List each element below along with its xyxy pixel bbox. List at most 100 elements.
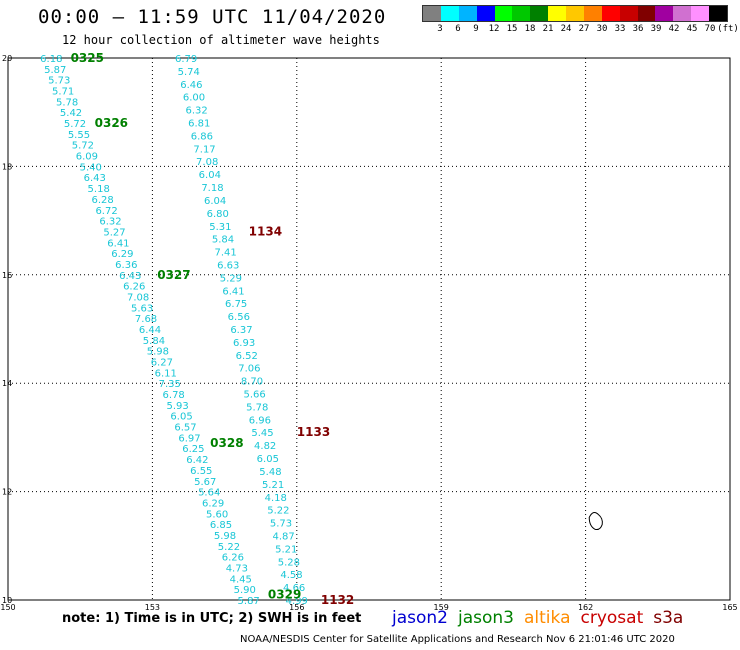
pass-time-label: 1134 bbox=[249, 224, 282, 238]
legend-label: 24 bbox=[560, 24, 572, 34]
swh-value-s3a: 5.48 bbox=[259, 467, 281, 478]
swh-value-s3a: 6.79 bbox=[175, 54, 197, 65]
swh-value-jason3: 6.43 bbox=[84, 173, 106, 184]
island-outline bbox=[588, 511, 603, 531]
swh-value-s3a: 6.81 bbox=[188, 119, 210, 130]
x-tick-label: 162 bbox=[578, 603, 593, 612]
swh-value-jason3: 7.68 bbox=[135, 314, 157, 325]
legend-label: 15 bbox=[506, 24, 518, 34]
swh-value-jason3: 5.22 bbox=[218, 542, 240, 553]
legend-color-bar bbox=[422, 5, 728, 22]
swh-value-jason3: 6.27 bbox=[151, 358, 173, 369]
swh-value-s3a: 5.45 bbox=[251, 428, 273, 439]
legend-swatch bbox=[709, 6, 727, 21]
x-tick-label: 150 bbox=[0, 603, 15, 612]
x-tick-label: 165 bbox=[722, 603, 737, 612]
swh-value-jason3: 5.63 bbox=[131, 303, 153, 314]
legend-label: 36 bbox=[632, 24, 644, 34]
swh-value-jason3: 5.55 bbox=[68, 130, 90, 141]
legend-label: 27 bbox=[578, 24, 590, 34]
swh-value-s3a: 5.78 bbox=[246, 402, 268, 413]
swh-value-s3a: 6.75 bbox=[225, 299, 247, 310]
swh-value-jason3: 6.26 bbox=[123, 282, 145, 293]
legend-labels: 3 6 9 12 15 18 21 24 27 30 33 36 39 42 45 70 (ft) bbox=[422, 22, 739, 34]
y-tick-label: 18 bbox=[2, 162, 12, 171]
swh-value-jason3: 6.57 bbox=[174, 423, 196, 434]
legend-swatch bbox=[583, 6, 602, 21]
swh-value-s3a: 6.04 bbox=[204, 196, 226, 207]
swh-value-s3a: 4.87 bbox=[272, 531, 294, 542]
pass-time-label: 0325 bbox=[71, 51, 104, 65]
swh-value-jason3: 6.28 bbox=[91, 195, 113, 206]
swh-value-jason3: 6.42 bbox=[186, 455, 208, 466]
x-tick-label: 159 bbox=[434, 603, 449, 612]
swh-value-jason3: 5.42 bbox=[60, 108, 82, 119]
legend-label: 18 bbox=[524, 24, 536, 34]
legend-label: 30 bbox=[596, 24, 608, 34]
swh-value-s3a: 6.05 bbox=[257, 454, 279, 465]
legend-swatch bbox=[476, 6, 495, 21]
legend-swatch bbox=[691, 6, 709, 21]
swh-value-jason3: 6.29 bbox=[202, 498, 224, 509]
swh-value-jason3: 7.08 bbox=[127, 292, 149, 303]
swh-value-jason3: 6.55 bbox=[190, 466, 212, 477]
legend-swatch bbox=[548, 6, 566, 21]
swh-value-s3a: 7.17 bbox=[193, 144, 215, 155]
swh-value-jason3: 6.41 bbox=[107, 238, 129, 249]
pass-time-label: 0327 bbox=[157, 268, 190, 282]
swh-value-s3a: 6.41 bbox=[222, 286, 244, 297]
swh-value-jason3: 5.93 bbox=[166, 401, 188, 412]
swh-value-jason3: 4.73 bbox=[226, 563, 248, 574]
swh-value-s3a: 7.41 bbox=[214, 248, 236, 259]
legend-label: 21 bbox=[542, 24, 554, 34]
swh-value-jason3: 6.32 bbox=[99, 217, 121, 228]
satellite-legend: jason2 jason3 altika cryosat s3a bbox=[392, 608, 693, 628]
swh-value-jason3: 6.85 bbox=[210, 520, 232, 531]
swh-value-jason3: 6.72 bbox=[95, 206, 117, 217]
legend-label: 45 bbox=[686, 24, 698, 34]
plot-frame bbox=[7, 57, 731, 601]
satellite-name-cryosat: cryosat bbox=[580, 608, 644, 628]
swh-value-s3a: 6.00 bbox=[183, 93, 205, 104]
credit-text: NOAA/NESDIS Center for Satellite Applica… bbox=[240, 634, 675, 645]
legend-swatch bbox=[458, 6, 477, 21]
swh-value-jason3: 6.97 bbox=[178, 433, 200, 444]
chart-title: 00:00 – 11:59 UTC 11/04/2020 bbox=[38, 6, 387, 28]
swh-value-jason3: 5.18 bbox=[88, 184, 110, 195]
swh-value-s3a: 4.82 bbox=[254, 441, 276, 452]
legend-swatch bbox=[530, 6, 549, 21]
swh-value-s3a: 6.63 bbox=[217, 260, 239, 271]
swh-value-jason3: 6.36 bbox=[115, 260, 137, 271]
swh-value-jason3: 5.64 bbox=[198, 488, 220, 499]
swh-value-jason3: 4.45 bbox=[230, 574, 252, 585]
swh-value-jason3: 6.44 bbox=[139, 325, 161, 336]
swh-value-s3a: 4.99 bbox=[286, 596, 308, 607]
swh-value-jason3: 5.73 bbox=[48, 76, 70, 87]
swh-value-jason3: 6.29 bbox=[111, 249, 133, 260]
pass-time-label: 0329 bbox=[268, 588, 301, 602]
swh-value-s3a: 5.21 bbox=[262, 480, 284, 491]
swh-value-jason3: 6.26 bbox=[222, 553, 244, 564]
legend-swatch bbox=[655, 6, 674, 21]
satellite-name-s3a: s3a bbox=[653, 608, 684, 628]
swh-value-jason3: 6.05 bbox=[170, 412, 192, 423]
legend-swatch bbox=[673, 6, 692, 21]
swh-value-s3a: 5.28 bbox=[278, 557, 300, 568]
swh-value-s3a: 5.74 bbox=[178, 67, 200, 78]
swh-value-s3a: 7.18 bbox=[201, 183, 223, 194]
legend-swatch bbox=[494, 6, 513, 21]
chart-subtitle: 12 hour collection of altimeter wave hei… bbox=[62, 33, 380, 47]
pass-time-label: 1132 bbox=[321, 593, 354, 607]
pass-time-label: 0328 bbox=[210, 436, 243, 450]
swh-value-s3a: 5.84 bbox=[212, 235, 234, 246]
swh-value-s3a: 7.08 bbox=[196, 157, 218, 168]
y-tick-label: 20 bbox=[2, 54, 12, 63]
swh-value-s3a: 6.96 bbox=[249, 415, 271, 426]
swh-value-jason3: 6.78 bbox=[163, 390, 185, 401]
swh-value-s3a: 6.52 bbox=[236, 351, 258, 362]
swh-value-jason3: 5.78 bbox=[56, 97, 78, 108]
satellite-name-altika: altika bbox=[524, 608, 571, 628]
swh-value-jason3: 6.18 bbox=[40, 54, 62, 65]
x-tick-label: 153 bbox=[145, 603, 160, 612]
